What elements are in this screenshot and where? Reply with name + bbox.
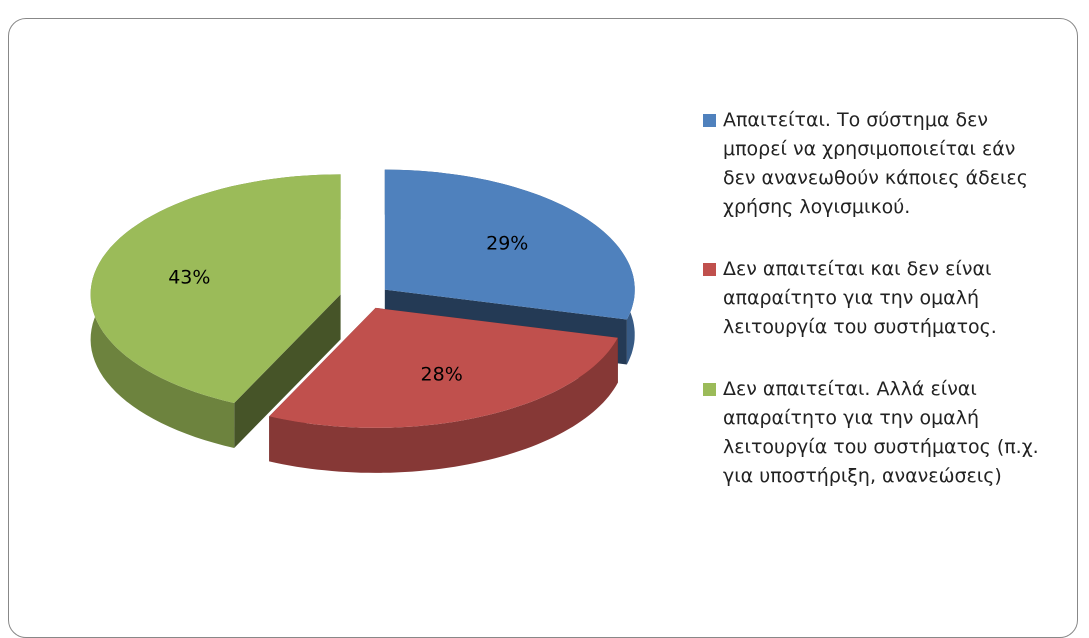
legend-swatch	[703, 383, 716, 396]
slice	[384, 169, 635, 320]
chart: 29% 43% 28%	[90, 169, 635, 473]
data-label: 29%	[486, 233, 528, 255]
legend-label: Δεν απαιτείται. Αλλά είναι απαραίτητο γι…	[723, 378, 1039, 487]
legend: Απαιτείται. Το σύστημα δεν μπορεί να χρη…	[703, 106, 1053, 524]
slice	[269, 307, 618, 428]
data-label: 28%	[421, 364, 463, 386]
legend-entry: Δεν απαιτείται και δεν είναι απαραίτητο …	[703, 255, 1053, 342]
legend-swatch	[703, 114, 716, 127]
slice-side	[269, 337, 618, 473]
page: 29% 43% 28% Απαιτείται. Το σύστημα δεν μπο…	[8, 18, 1078, 638]
legend-label: Δεν απαιτείται και δεν είναι απαραίτητο …	[723, 258, 997, 338]
legend-entry: Δεν απαιτείται. Αλλά είναι απαραίτητο γι…	[703, 375, 1053, 491]
legend-entry: Απαιτείται. Το σύστημα δεν μπορεί να χρη…	[703, 106, 1053, 222]
legend-swatch	[703, 263, 716, 276]
slice	[90, 174, 341, 403]
slice-side	[234, 294, 341, 448]
data-label: 43%	[168, 267, 210, 289]
legend-label: Απαιτείται. Το σύστημα δεν μπορεί να χρη…	[723, 109, 1028, 218]
